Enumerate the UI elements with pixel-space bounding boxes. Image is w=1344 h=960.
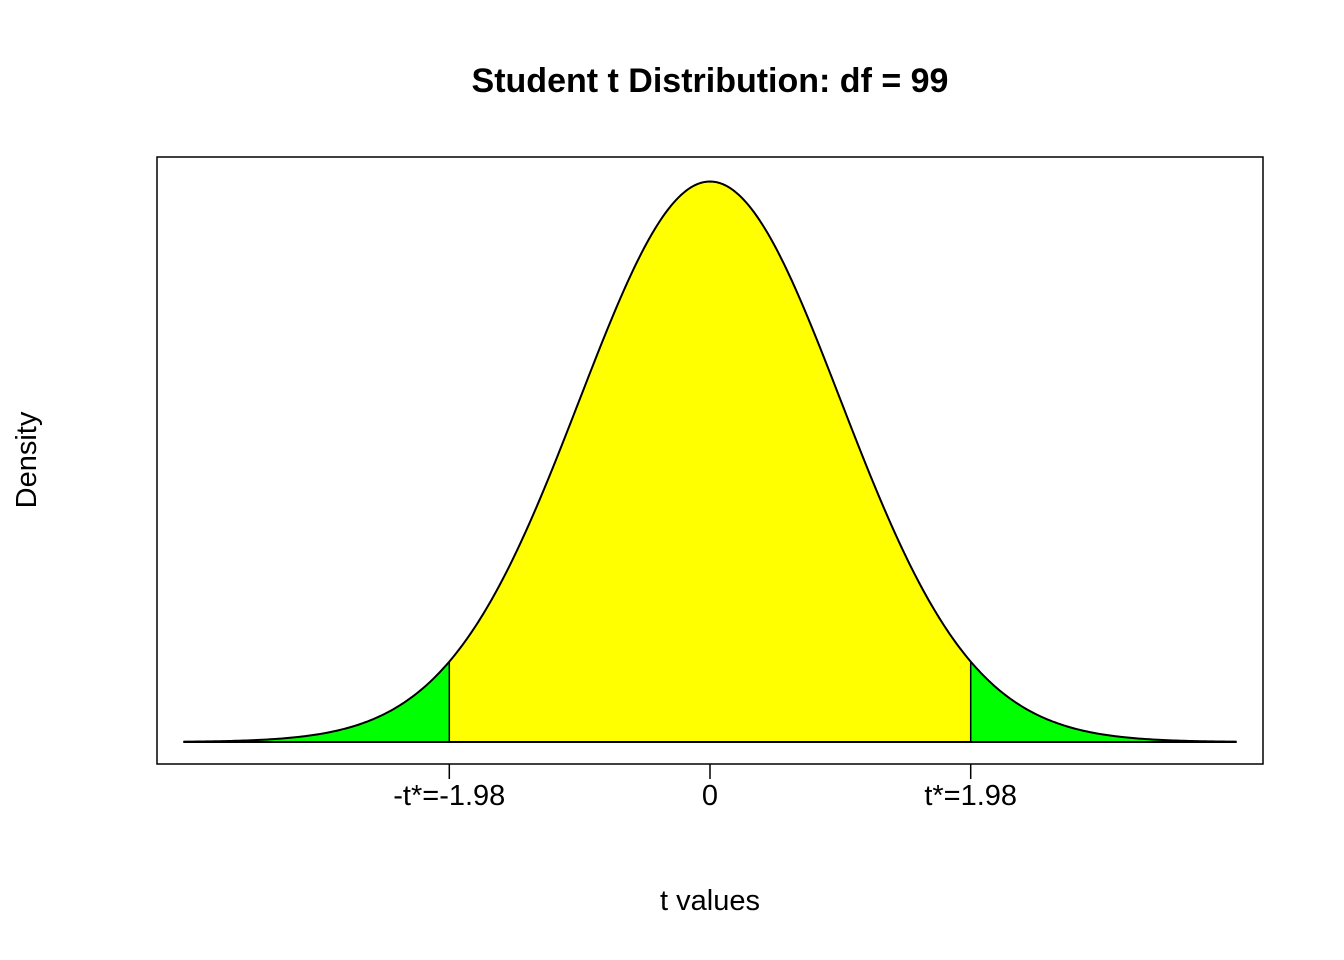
x-ticks-layer: -t*=-1.98 0 t*=1.98 — [393, 764, 1017, 812]
plot-frame — [156, 156, 1264, 765]
region-left-tail — [183, 661, 450, 742]
chart-title: Student t Distribution: df = 99 — [472, 62, 949, 100]
region-center — [449, 181, 971, 742]
y-axis-label: Density — [11, 411, 43, 508]
density-curve — [183, 180, 1237, 743]
x-tick-label-0: -t*=-1.98 — [393, 780, 505, 812]
regions-layer — [183, 181, 1237, 742]
x-tick-label-1: 0 — [702, 780, 718, 812]
x-axis-label: t values — [660, 885, 760, 917]
curve-layer — [183, 180, 1237, 743]
region-right-tail — [970, 661, 1237, 742]
x-tick-label-2: t*=1.98 — [924, 780, 1017, 812]
